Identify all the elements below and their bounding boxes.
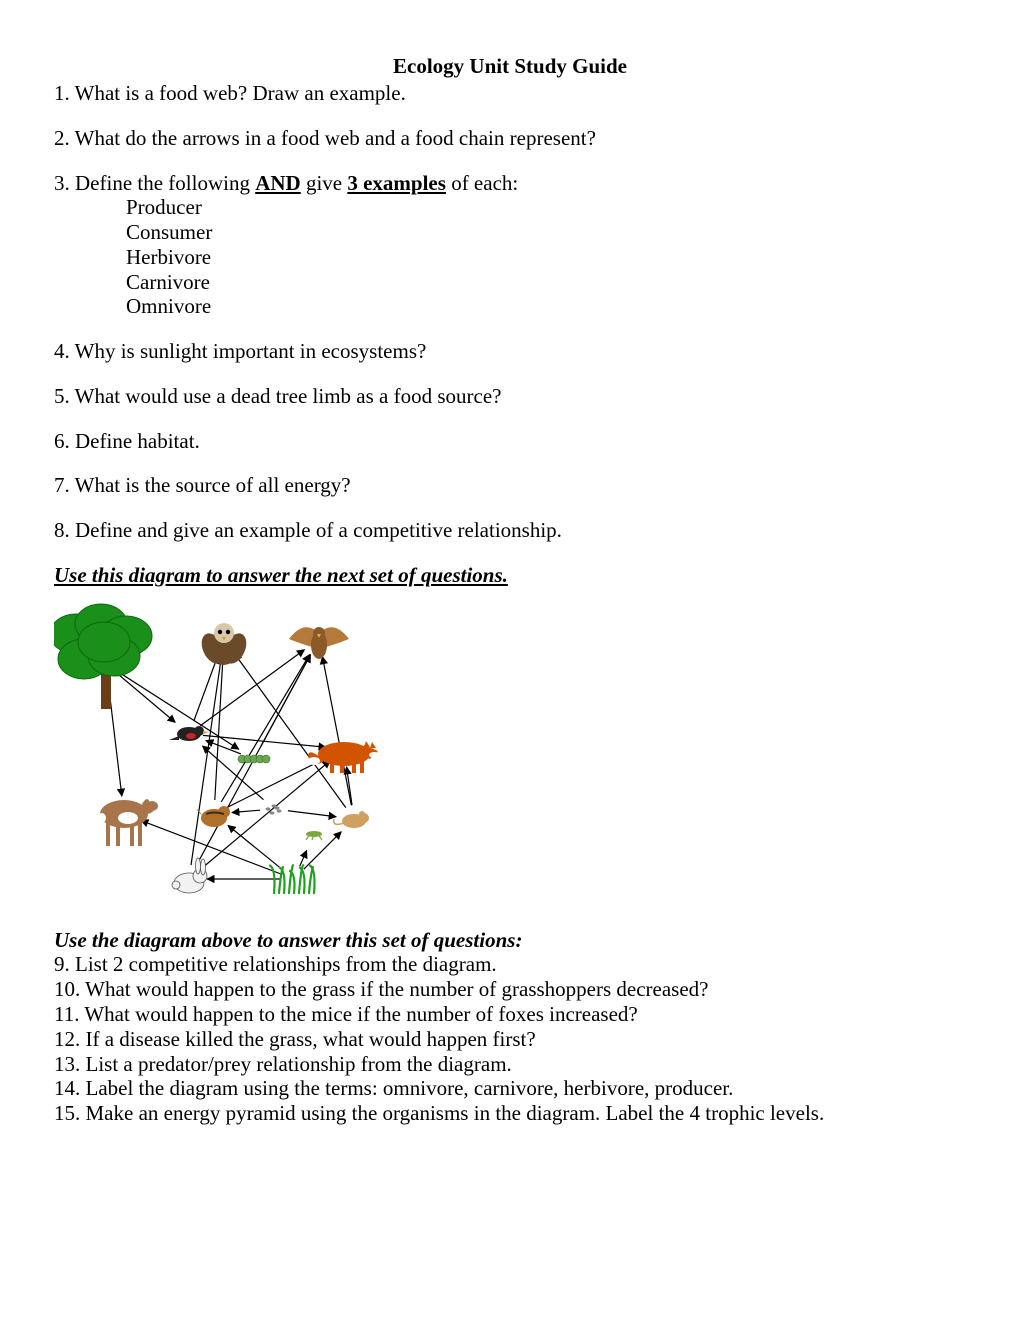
question-2: 2. What do the arrows in a food web and … bbox=[54, 126, 966, 151]
grasshopper-icon bbox=[306, 831, 322, 840]
question-8: 8. Define and give an example of a compe… bbox=[54, 518, 966, 543]
food-web-svg bbox=[54, 594, 414, 914]
page: Ecology Unit Study Guide 1. What is a fo… bbox=[0, 0, 1020, 1320]
q3-item-producer: Producer bbox=[126, 195, 966, 220]
question-1: 1. What is a food web? Draw an example. bbox=[54, 81, 966, 106]
fox-icon bbox=[308, 741, 379, 773]
question-15: 15. Make an energy pyramid using the org… bbox=[54, 1101, 966, 1126]
q3-item-omnivore: Omnivore bbox=[126, 294, 966, 319]
q3-item-carnivore: Carnivore bbox=[126, 270, 966, 295]
question-9: 9. List 2 competitive relationships from… bbox=[54, 952, 966, 977]
question-4: 4. Why is sunlight important in ecosyste… bbox=[54, 339, 966, 364]
diagram-instruction-2: Use the diagram above to answer this set… bbox=[54, 928, 966, 953]
q3-tail: of each: bbox=[446, 171, 518, 195]
food-web-diagram bbox=[54, 594, 966, 914]
question-10: 10. What would happen to the grass if th… bbox=[54, 977, 966, 1002]
question-5: 5. What would use a dead tree limb as a … bbox=[54, 384, 966, 409]
songbird-icon bbox=[169, 726, 209, 741]
q3-item-consumer: Consumer bbox=[126, 220, 966, 245]
q3-item-herbivore: Herbivore bbox=[126, 245, 966, 270]
question-3: 3. Define the following AND give 3 examp… bbox=[54, 171, 966, 196]
tree-icon bbox=[54, 604, 152, 709]
rabbit-icon bbox=[172, 858, 207, 893]
owl-icon bbox=[197, 623, 251, 667]
diagram-instruction-1: Use this diagram to answer the next set … bbox=[54, 563, 966, 588]
question-13: 13. List a predator/prey relationship fr… bbox=[54, 1052, 966, 1077]
q3-mid: give bbox=[301, 171, 348, 195]
q3-examples: 3 examples bbox=[347, 171, 446, 195]
deer-icon bbox=[98, 799, 158, 846]
question-7: 7. What is the source of all energy? bbox=[54, 473, 966, 498]
page-title: Ecology Unit Study Guide bbox=[54, 54, 966, 79]
question-11: 11. What would happen to the mice if the… bbox=[54, 1002, 966, 1027]
question-14: 14. Label the diagram using the terms: o… bbox=[54, 1076, 966, 1101]
q3-lead: 3. Define the following bbox=[54, 171, 255, 195]
q3-and: AND bbox=[255, 171, 301, 195]
question-12: 12. If a disease killed the grass, what … bbox=[54, 1027, 966, 1052]
question-6: 6. Define habitat. bbox=[54, 429, 966, 454]
mouse-icon bbox=[334, 811, 369, 828]
caterpillar-icon bbox=[238, 755, 270, 763]
chipmunk-icon bbox=[196, 806, 230, 827]
